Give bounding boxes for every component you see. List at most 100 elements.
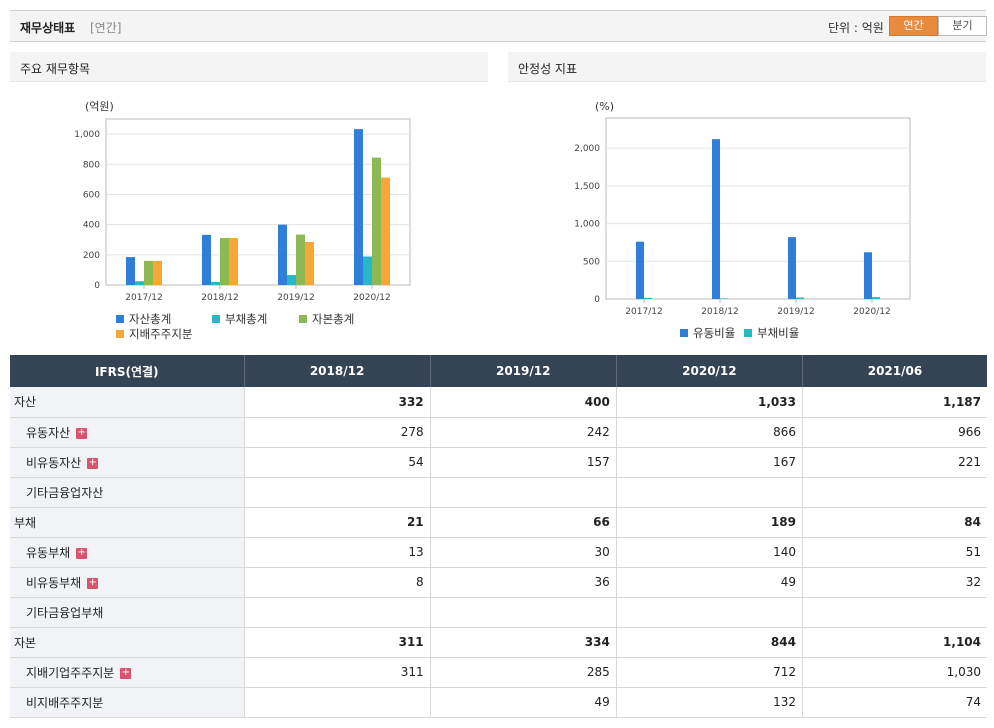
table-cell: 242 (429, 417, 617, 448)
row-label-text: 기타금융업부채 (26, 605, 104, 620)
table-cell: 866 (615, 417, 803, 448)
row-label: 부채 (10, 507, 244, 538)
legend-item: 부채총계 (212, 311, 267, 327)
bar (354, 129, 363, 285)
unit-label: 단위 : 억원 (828, 21, 884, 35)
table-cell (429, 597, 617, 628)
x-tick-label: 2018/12 (201, 293, 238, 303)
table-cell (243, 687, 431, 718)
bar (872, 297, 880, 299)
legend-label: 부채비율 (757, 326, 800, 340)
bar (864, 252, 872, 299)
x-tick-label: 2019/12 (277, 293, 314, 303)
bar (287, 275, 296, 285)
stability-title: 안정성 지표 (508, 52, 986, 82)
row-label: 유동부채 + (10, 537, 244, 568)
table-cell: 966 (801, 417, 987, 448)
table-cell: 66 (429, 507, 617, 538)
table-cell: 1,104 (801, 627, 987, 658)
expand-plus-icon[interactable]: + (76, 426, 88, 439)
row-label: 자본 (10, 627, 244, 658)
legend-swatch (299, 314, 307, 323)
header-period: 2018/12 (243, 355, 431, 387)
statement-title: 재무상태표 (20, 21, 76, 35)
bar (278, 224, 287, 285)
row-label: 기타금융업자산 (10, 477, 244, 508)
legend-label: 자산총계 (129, 312, 172, 326)
bar (796, 297, 804, 299)
main-items-chart: (억원) 0 200 400 600 800 1,000 2017/12 2018/12 2019… (74, 100, 411, 303)
table-cell (243, 477, 431, 508)
legend-label: 유동비율 (693, 326, 736, 340)
header-period: 2021/06 (801, 355, 987, 387)
table-cell: 712 (615, 657, 803, 688)
expand-plus-icon[interactable]: + (76, 546, 88, 559)
table-row: 비유동부채 +8 36 49 32 (10, 567, 987, 598)
bar (296, 234, 305, 285)
legend-label: 지배주주지분 (129, 327, 193, 341)
table-cell: 51 (801, 537, 987, 568)
table-cell: 32 (801, 567, 987, 598)
row-label: 유동자산 + (10, 417, 244, 448)
main-items-panel: (억원) 0 200 400 600 800 1,000 2017/12 2018/12 2019… (10, 52, 488, 354)
bar (788, 237, 796, 299)
bar (720, 298, 728, 299)
table-cell: 132 (615, 687, 803, 718)
table-cell (615, 597, 803, 628)
header-period: 2020/12 (615, 355, 803, 387)
header-period: 2019/12 (429, 355, 617, 387)
row-label-text: 자산 (14, 395, 37, 410)
annual-toggle-button[interactable]: 연간 (889, 16, 938, 36)
row-label-text: 부채 (14, 515, 37, 530)
y-tick-label: 1,500 (574, 182, 600, 192)
row-label: 비지배주주지분 (10, 687, 244, 718)
table-cell: 74 (801, 687, 987, 718)
x-tick-label: 2019/12 (777, 307, 814, 317)
legend-swatch (744, 328, 752, 337)
y-tick-label: 0 (94, 281, 100, 291)
row-label-text: 지배기업주주지분 (26, 665, 115, 680)
x-tick-label: 2020/12 (353, 293, 390, 303)
legend-label: 부채총계 (225, 312, 268, 326)
x-tick-label: 2020/12 (853, 307, 890, 317)
table-row: 기타금융업부채 (10, 597, 987, 628)
bar (636, 241, 644, 299)
legend-item: 부채비율 (744, 325, 799, 341)
legend-swatch (680, 328, 688, 337)
row-label: 비유동부채 + (10, 567, 244, 598)
bar (153, 260, 162, 285)
table-cell: 332 (243, 387, 431, 418)
row-label-text: 비유동자산 (26, 455, 82, 470)
legend-item: 자본총계 (299, 311, 354, 327)
y-tick-label: 0 (594, 295, 600, 305)
table-cell: 1,187 (801, 387, 987, 418)
table-cell: 30 (429, 537, 617, 568)
stability-legend: 유동비율 부채비율 (680, 325, 880, 343)
balance-sheet-table: IFRS(연결) 2018/12 2019/12 2020/12 2021/06… (10, 355, 987, 718)
y-tick-label: 2,000 (574, 144, 600, 154)
legend-item: 자산총계 (116, 311, 171, 327)
table-row: 비유동자산 +54 157 167 221 (10, 447, 987, 478)
expand-plus-icon[interactable]: + (87, 456, 99, 469)
quarter-toggle-button[interactable]: 분기 (938, 16, 987, 36)
bar (135, 281, 144, 285)
expand-plus-icon[interactable]: + (120, 666, 132, 679)
legend-swatch (212, 314, 220, 323)
table-row: 지배기업주주지분 +311 285 712 1,030 (10, 657, 987, 688)
table-cell: 334 (429, 627, 617, 658)
table-row: 자산 332 400 1,033 1,187 (10, 387, 987, 418)
bar (144, 260, 153, 285)
table-cell: 49 (429, 687, 617, 718)
table-cell: 84 (801, 507, 987, 538)
y-tick-label: 400 (83, 221, 100, 231)
table-row: 유동자산 +278 242 866 966 (10, 417, 987, 448)
table-cell: 36 (429, 567, 617, 598)
bar (712, 139, 720, 299)
table-cell: 54 (243, 447, 431, 478)
legend-label: 자본총계 (312, 312, 355, 326)
row-label: 기타금융업부채 (10, 597, 244, 628)
expand-plus-icon[interactable]: + (87, 576, 99, 589)
table-cell: 311 (243, 627, 431, 658)
bar (381, 177, 390, 285)
